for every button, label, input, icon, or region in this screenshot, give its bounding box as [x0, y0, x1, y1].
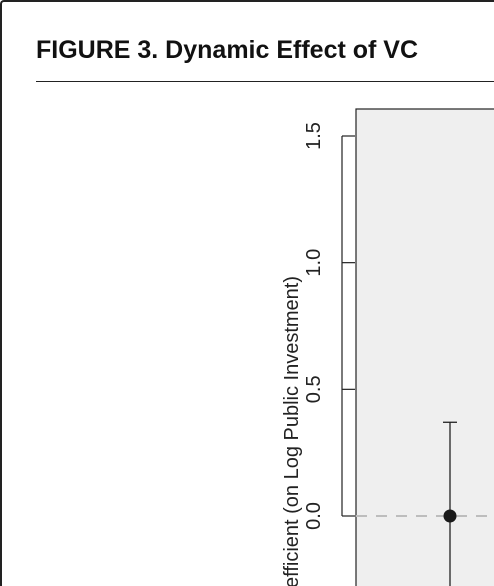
y-tick-label: 0.0: [303, 502, 325, 530]
y-tick-label: 1.0: [303, 249, 325, 277]
y-tick-label: 1.5: [303, 122, 325, 150]
plot-panel: [356, 109, 494, 586]
y-axis-label: efficient (on Log Public Investment): [281, 276, 303, 586]
y-tick-label: 0.5: [303, 375, 325, 403]
data-point: [444, 510, 457, 523]
y-axis: 0.0 0.5 1.0 1.5: [303, 122, 355, 530]
